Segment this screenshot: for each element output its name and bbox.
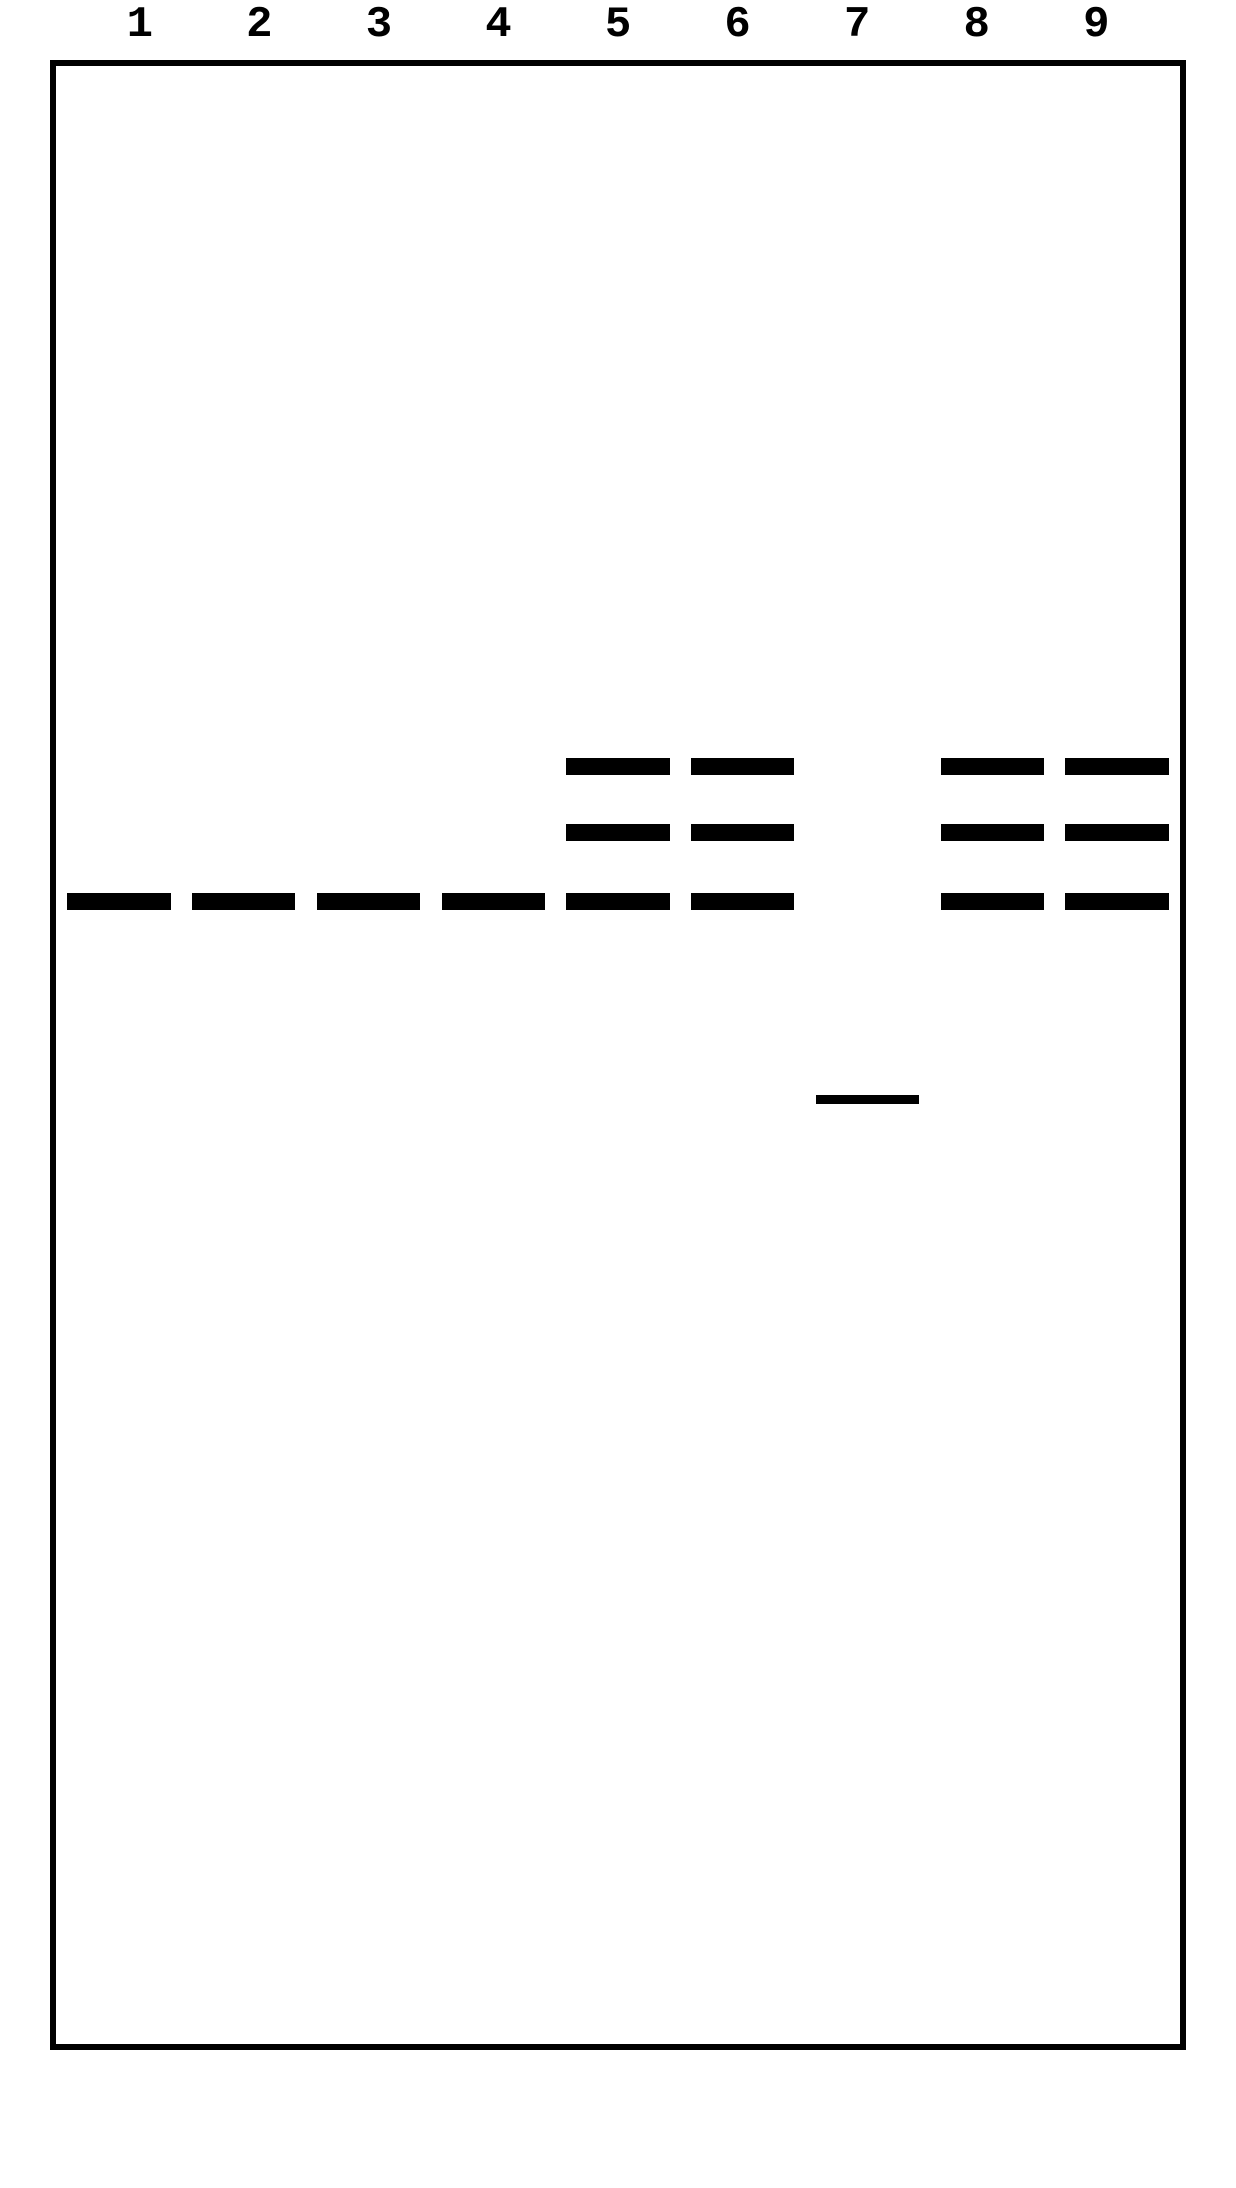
lane-label: 4 bbox=[439, 0, 559, 50]
gel-band bbox=[941, 893, 1044, 910]
gel-band bbox=[67, 893, 170, 910]
gel-band bbox=[941, 824, 1044, 841]
lane-labels-row: 1 2 3 4 5 6 7 8 9 bbox=[50, 0, 1186, 50]
gel-band bbox=[691, 824, 794, 841]
gel-lane bbox=[691, 66, 794, 2044]
gel-lane bbox=[941, 66, 1044, 2044]
gel-band bbox=[442, 893, 545, 910]
gel-lane bbox=[566, 66, 669, 2044]
gel-band bbox=[816, 1095, 919, 1104]
gel-band bbox=[317, 893, 420, 910]
lane-label: 9 bbox=[1037, 0, 1157, 50]
gel-band bbox=[1065, 824, 1168, 841]
gel-diagram: 1 2 3 4 5 6 7 8 9 bbox=[50, 0, 1186, 2050]
lane-label: 5 bbox=[558, 0, 678, 50]
gel-lane bbox=[192, 66, 295, 2044]
gel-band bbox=[691, 893, 794, 910]
lane-label: 6 bbox=[678, 0, 798, 50]
gel-band bbox=[566, 758, 669, 775]
lane-label: 2 bbox=[200, 0, 320, 50]
gel-lane bbox=[1065, 66, 1168, 2044]
lane-label: 7 bbox=[797, 0, 917, 50]
lane-label: 1 bbox=[80, 0, 200, 50]
gel-lane bbox=[317, 66, 420, 2044]
gel-inner bbox=[56, 66, 1180, 2044]
gel-lane bbox=[816, 66, 919, 2044]
gel-lane bbox=[67, 66, 170, 2044]
gel-band bbox=[941, 758, 1044, 775]
gel-lane bbox=[442, 66, 545, 2044]
gel-box bbox=[50, 60, 1186, 2050]
gel-band bbox=[691, 758, 794, 775]
lane-label: 8 bbox=[917, 0, 1037, 50]
gel-band bbox=[1065, 758, 1168, 775]
gel-band bbox=[566, 893, 669, 910]
gel-band bbox=[566, 824, 669, 841]
gel-band bbox=[1065, 893, 1168, 910]
lane-label: 3 bbox=[319, 0, 439, 50]
gel-band bbox=[192, 893, 295, 910]
